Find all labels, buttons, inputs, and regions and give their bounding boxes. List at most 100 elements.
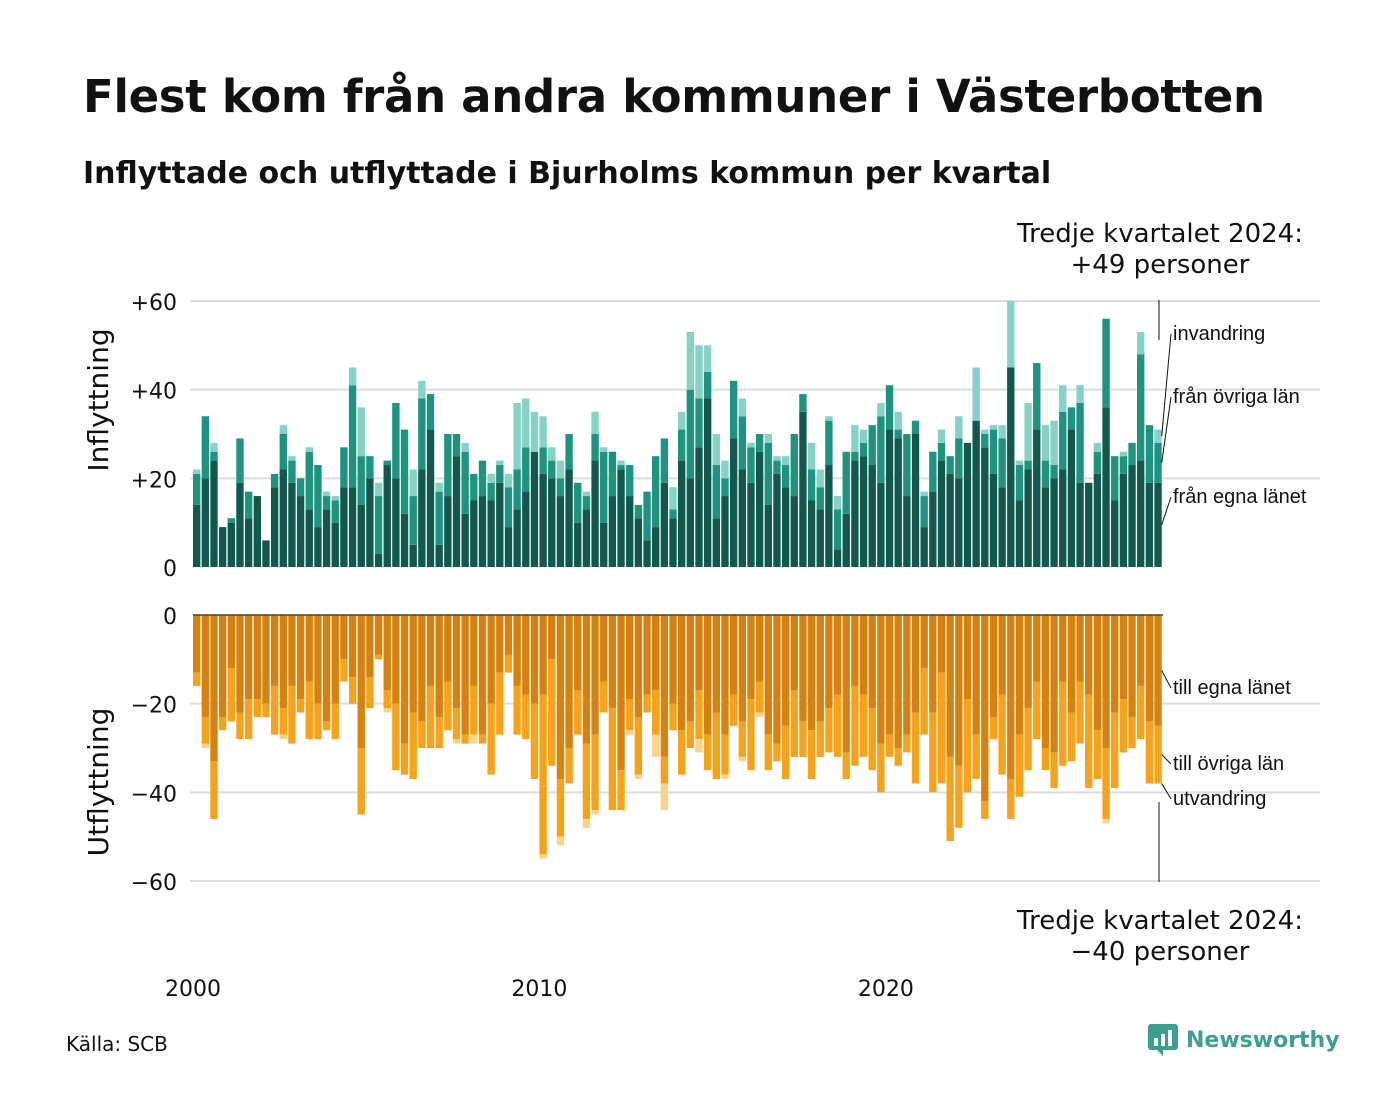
inflow-bar-egna-lanet bbox=[695, 447, 703, 567]
inflow-bar-egna-lanet bbox=[764, 504, 772, 567]
outflow-bar-ovriga-lan bbox=[773, 743, 781, 762]
outflow-bar-egna-lanet bbox=[435, 615, 443, 717]
outflow-y-tick-label: −40 bbox=[131, 782, 177, 807]
outflow-bar-egna-lanet bbox=[366, 615, 374, 678]
inflow-bar-egna-lanet bbox=[444, 496, 452, 567]
inflow-bar-ovriga-lan bbox=[617, 465, 625, 470]
inflow-bar-ovriga-lan bbox=[193, 473, 201, 505]
outflow-series-leader bbox=[1161, 670, 1172, 689]
outflow-bar-ovriga-lan bbox=[193, 672, 201, 686]
outflow-bar-egna-lanet bbox=[565, 615, 573, 748]
inflow-bar-ovriga-lan bbox=[816, 487, 824, 510]
inflow-bar-egna-lanet bbox=[418, 469, 426, 567]
inflow-bar-egna-lanet bbox=[729, 438, 738, 567]
inflow-bar-egna-lanet bbox=[981, 447, 989, 567]
inflow-bar-invandring bbox=[781, 456, 790, 466]
outflow-bar-ovriga-lan bbox=[470, 685, 478, 735]
inflow-bar-invandring bbox=[461, 442, 469, 452]
inflow-bar-ovriga-lan bbox=[461, 451, 469, 514]
inflow-bar-ovriga-lan bbox=[1154, 442, 1162, 483]
outflow-bar-ovriga-lan bbox=[729, 694, 738, 726]
inflow-bar-ovriga-lan bbox=[1059, 411, 1067, 470]
inflow-bar-invandring bbox=[193, 469, 201, 474]
outflow-bar-ovriga-lan bbox=[652, 690, 660, 735]
outflow-bar-egna-lanet bbox=[868, 615, 876, 709]
outflow-bar-ovriga-lan bbox=[565, 748, 573, 784]
inflow-bar-ovriga-lan bbox=[296, 478, 305, 497]
outflow-bar-ovriga-lan bbox=[1093, 730, 1102, 780]
outflow-bar-egna-lanet bbox=[911, 615, 920, 713]
outflow-series-label: till övriga län bbox=[1173, 753, 1284, 775]
outflow-bar-ovriga-lan bbox=[868, 708, 876, 771]
outflow-bar-egna-lanet bbox=[703, 615, 712, 735]
outflow-bar-ovriga-lan bbox=[1119, 699, 1128, 753]
x-tick-label: 2020 bbox=[858, 977, 914, 1002]
inflow-bar-egna-lanet bbox=[1085, 482, 1093, 567]
inflow-bar-egna-lanet bbox=[842, 513, 850, 567]
inflow-bar-ovriga-lan bbox=[556, 478, 565, 497]
inflow-bar-egna-lanet bbox=[244, 518, 253, 567]
inflow-bar-egna-lanet bbox=[894, 438, 902, 567]
inflow-bar-invandring bbox=[322, 491, 331, 497]
newsworthy-logo-icon bbox=[1148, 1024, 1178, 1056]
outflow-bar-ovriga-lan bbox=[435, 716, 443, 748]
outflow-bar-egna-lanet bbox=[885, 615, 894, 735]
outflow-bar-ovriga-lan bbox=[253, 699, 261, 717]
inflow-bar-invandring bbox=[548, 447, 556, 461]
outflow-bar-ovriga-lan bbox=[444, 681, 452, 731]
inflow-bar-invandring bbox=[859, 429, 868, 443]
outflow-bar-ovriga-lan bbox=[487, 703, 495, 775]
outflow-bar-egna-lanet bbox=[1154, 615, 1162, 726]
inflow-bar-ovriga-lan bbox=[591, 434, 599, 461]
inflow-bar-egna-lanet bbox=[955, 478, 963, 567]
outflow-bar-egna-lanet bbox=[851, 615, 859, 686]
inflow-bar-egna-lanet bbox=[643, 540, 651, 567]
inflow-bar-ovriga-lan bbox=[634, 504, 643, 519]
outflow-bar-egna-lanet bbox=[643, 615, 651, 695]
outflow-bar-ovriga-lan bbox=[348, 677, 357, 704]
x-tick-label: 2000 bbox=[165, 977, 221, 1002]
outflow-bar-ovriga-lan bbox=[1076, 681, 1084, 744]
outflow-series-label: utvandring bbox=[1173, 788, 1266, 810]
outflow-bar-ovriga-lan bbox=[799, 721, 807, 757]
inflow-bar-ovriga-lan bbox=[989, 429, 998, 474]
inflow-bar-invandring bbox=[721, 460, 729, 479]
inflow-bar-egna-lanet bbox=[946, 473, 954, 567]
outflow-bar-ovriga-lan bbox=[686, 721, 695, 748]
inflow-bar-ovriga-lan bbox=[678, 429, 686, 461]
outflow-bar-ovriga-lan bbox=[937, 672, 946, 784]
outflow-bar-ovriga-lan bbox=[210, 761, 218, 819]
outflow-bar-egna-lanet bbox=[1041, 615, 1050, 748]
outflow-bar-egna-lanet bbox=[522, 615, 530, 695]
outflow-bar-ovriga-lan bbox=[781, 725, 790, 780]
outflow-bar-ovriga-lan bbox=[305, 681, 313, 740]
chart-title: Flest kom från andra kommuner i Västerbo… bbox=[83, 70, 1265, 123]
inflow-bar-invandring bbox=[937, 429, 946, 443]
inflow-bar-egna-lanet bbox=[426, 429, 435, 567]
inflow-bar-invandring bbox=[1024, 402, 1032, 461]
inflow-bar-invandring bbox=[920, 491, 928, 497]
inflow-bar-egna-lanet bbox=[703, 398, 712, 567]
inflow-bar-egna-lanet bbox=[1033, 429, 1041, 567]
outflow-bar-egna-lanet bbox=[608, 615, 617, 709]
inflow-bar-ovriga-lan bbox=[435, 491, 443, 545]
inflow-bar-egna-lanet bbox=[452, 456, 461, 567]
inflow-bar-egna-lanet bbox=[305, 509, 313, 567]
inflow-bars bbox=[193, 301, 1162, 567]
inflow-bar-invandring bbox=[513, 402, 521, 470]
outflow-bar-ovriga-lan bbox=[530, 703, 539, 780]
inflow-bar-egna-lanet bbox=[496, 482, 504, 567]
inflow-bar-ovriga-lan bbox=[894, 429, 902, 439]
inflow-bar-egna-lanet bbox=[1119, 473, 1128, 567]
outflow-bar-egna-lanet bbox=[1102, 615, 1110, 748]
inflow-bar-ovriga-lan bbox=[496, 465, 504, 483]
outflow-bar-egna-lanet bbox=[747, 615, 755, 700]
inflow-bar-egna-lanet bbox=[833, 549, 842, 567]
inflow-bar-egna-lanet bbox=[1041, 487, 1050, 567]
outflow-bar-utvandring bbox=[591, 810, 599, 815]
outflow-bar-egna-lanet bbox=[764, 615, 772, 735]
inflow-bar-ovriga-lan bbox=[1033, 363, 1041, 430]
inflow-bar-ovriga-lan bbox=[747, 447, 755, 483]
outflow-bar-egna-lanet bbox=[210, 615, 218, 762]
